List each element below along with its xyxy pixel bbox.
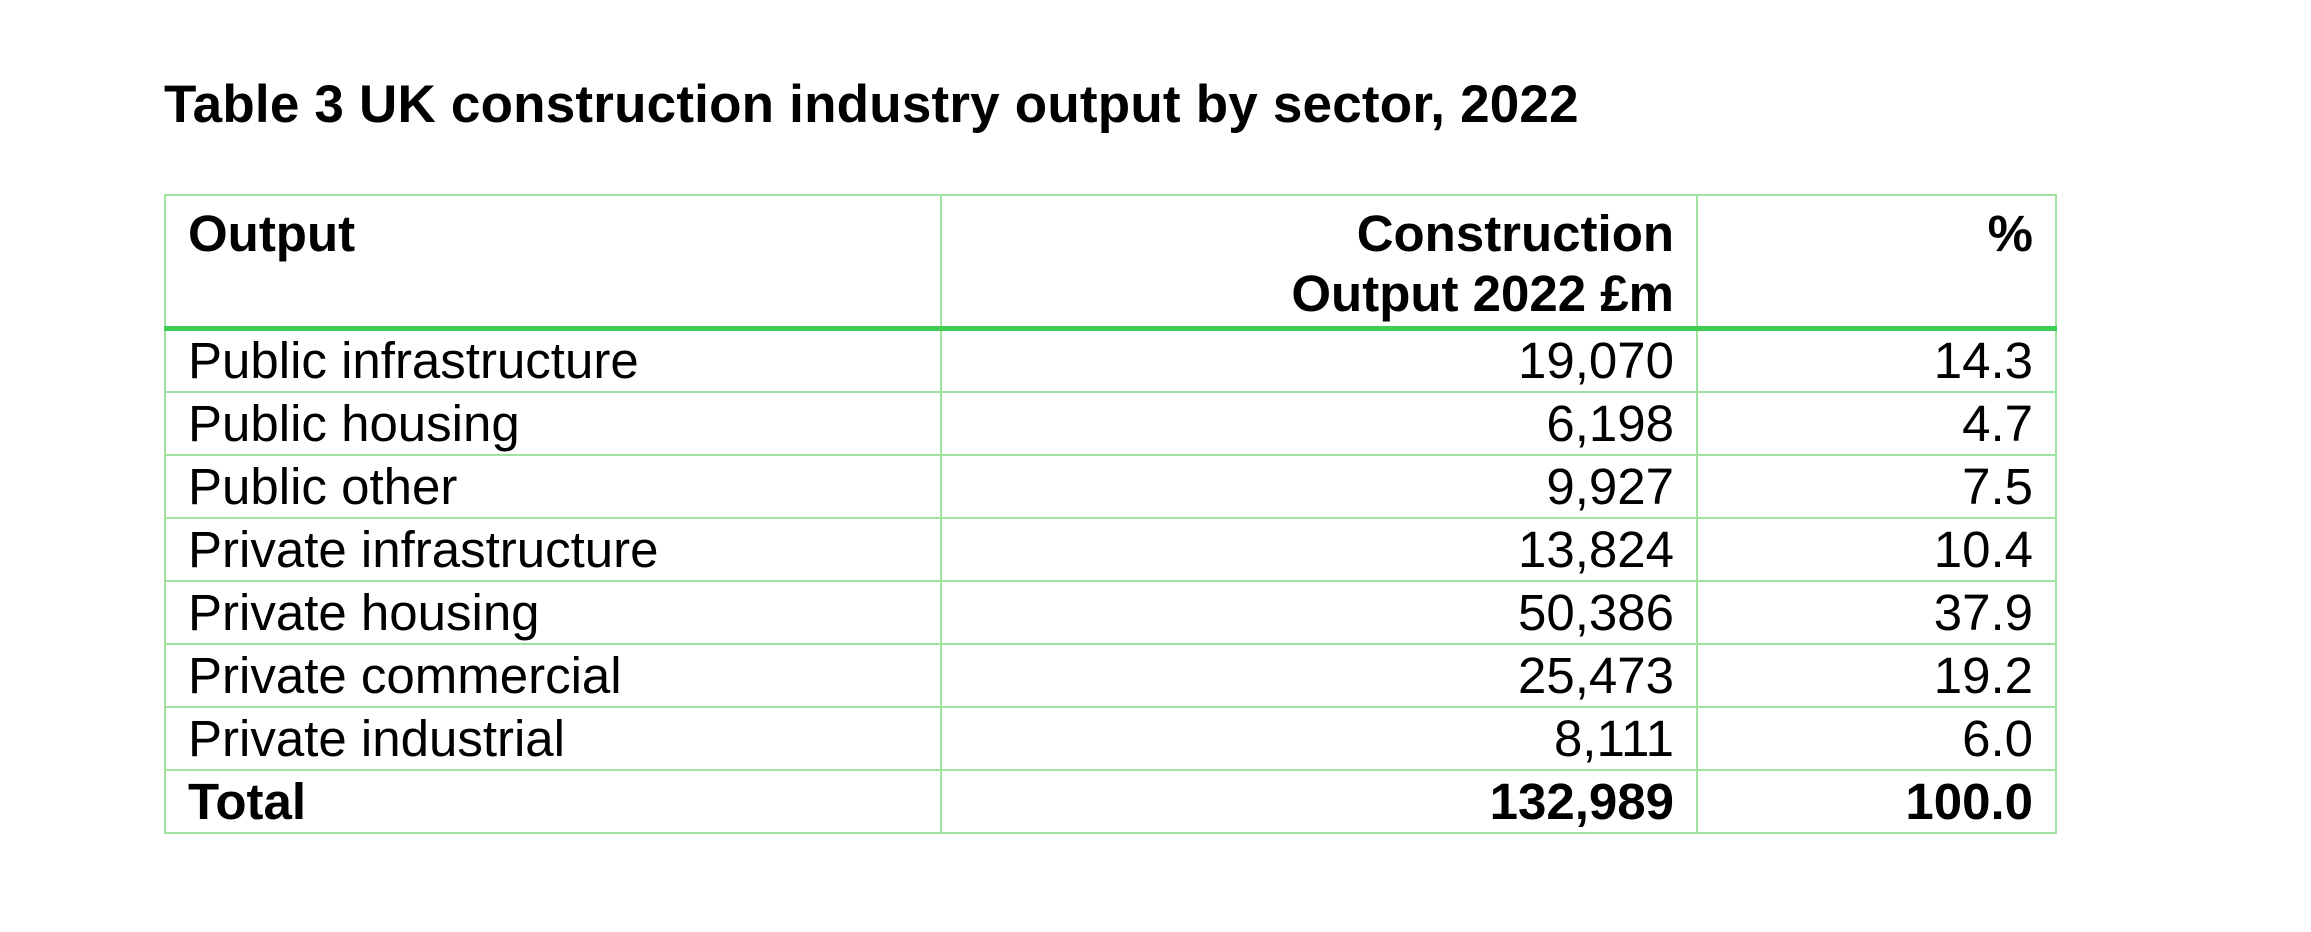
row-percent: 19.2 (1696, 643, 2057, 708)
row-value: 19,070 (940, 327, 1698, 393)
header-construction-output: Construction Output 2022 £m (940, 194, 1698, 331)
header-output: Output (164, 194, 942, 331)
row-label: Public other (164, 454, 942, 519)
header-percent: % (1696, 194, 2057, 331)
table-row: Public other 9,927 7.5 (164, 454, 2057, 519)
table-row: Private housing 50,386 37.9 (164, 580, 2057, 645)
row-value: 6,198 (940, 391, 1698, 456)
row-value: 25,473 (940, 643, 1698, 708)
row-label: Private infrastructure (164, 517, 942, 582)
row-label: Public infrastructure (164, 327, 942, 393)
row-value: 13,824 (940, 517, 1698, 582)
table-title: Table 3 UK construction industry output … (164, 75, 1579, 134)
row-label: Private industrial (164, 706, 942, 771)
row-label: Public housing (164, 391, 942, 456)
row-value: 8,111 (940, 706, 1698, 771)
header-construction-line2: Output 2022 £m (1291, 265, 1674, 322)
construction-output-table: Output Construction Output 2022 £m % Pub… (164, 194, 2057, 834)
row-percent: 6.0 (1696, 706, 2057, 771)
row-label: Private housing (164, 580, 942, 645)
row-value: 9,927 (940, 454, 1698, 519)
table-row: Public infrastructure 19,070 14.3 (164, 327, 2057, 393)
total-value: 132,989 (940, 769, 1698, 834)
row-value: 50,386 (940, 580, 1698, 645)
table-row: Public housing 6,198 4.7 (164, 391, 2057, 456)
row-percent: 10.4 (1696, 517, 2057, 582)
total-label: Total (164, 769, 942, 834)
table-row: Private commercial 25,473 19.2 (164, 643, 2057, 708)
table-total-row: Total 132,989 100.0 (164, 769, 2057, 834)
table-row: Private infrastructure 13,824 10.4 (164, 517, 2057, 582)
row-percent: 7.5 (1696, 454, 2057, 519)
row-percent: 4.7 (1696, 391, 2057, 456)
total-percent: 100.0 (1696, 769, 2057, 834)
row-percent: 37.9 (1696, 580, 2057, 645)
table-row: Private industrial 8,111 6.0 (164, 706, 2057, 771)
row-percent: 14.3 (1696, 327, 2057, 393)
header-construction-line1: Construction (1356, 205, 1674, 262)
row-label: Private commercial (164, 643, 942, 708)
table-header-row: Output Construction Output 2022 £m % (164, 194, 2057, 331)
